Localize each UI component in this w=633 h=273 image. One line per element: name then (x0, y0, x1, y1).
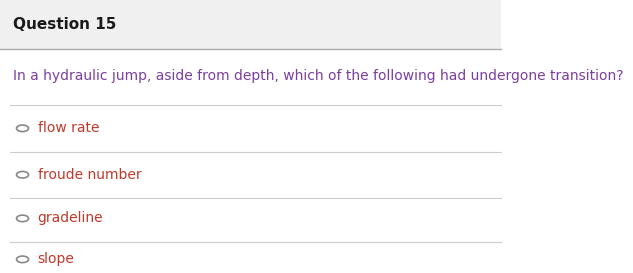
Text: In a hydraulic jump, aside from depth, which of the following had undergone tran: In a hydraulic jump, aside from depth, w… (13, 69, 623, 84)
Text: slope: slope (37, 252, 75, 266)
Text: Question 15: Question 15 (13, 17, 116, 32)
Text: flow rate: flow rate (37, 121, 99, 135)
Text: gradeline: gradeline (37, 211, 103, 225)
FancyBboxPatch shape (0, 0, 501, 49)
Text: froude number: froude number (37, 168, 141, 182)
